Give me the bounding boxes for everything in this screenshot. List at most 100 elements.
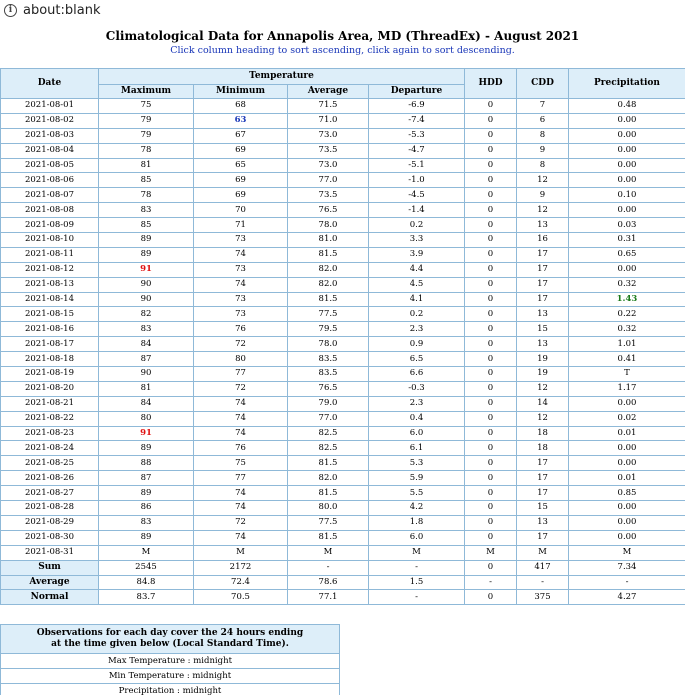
avg-temp-cell: 77.0 — [287, 410, 369, 427]
departure-cell: 6.5 — [368, 351, 465, 368]
summary-body: Sum 2545 2172- -0 417 7.34 Average 84.8 72.4 78.6… — [0, 559, 685, 606]
precip-cell: 0.03 — [568, 217, 685, 234]
date-cell: 2021-08-26 — [0, 470, 99, 487]
min-temp-cell: 63 — [193, 112, 288, 129]
summary-dep-cell: - — [368, 559, 465, 576]
date-cell: 2021-08-11 — [0, 246, 99, 263]
avg-temp-cell: 82.0 — [287, 470, 369, 487]
date-cell: 2021-08-31 — [0, 544, 99, 561]
hdd-cell: 0 — [464, 246, 517, 263]
cdd-cell: 9 — [516, 142, 569, 159]
table-row: 2021-08-30 89 74 81.5 6.0 0 17 0.00 — [0, 529, 685, 546]
summary-cdd-cell: 375 — [516, 589, 569, 606]
precip-cell: 1.01 — [568, 336, 685, 353]
precip-cell: 0.41 — [568, 351, 685, 368]
table-row: 2021-08-21 84 74 79.0 2.3 0 14 0.00 — [0, 395, 685, 412]
max-temp-cell: 82 — [98, 306, 194, 323]
date-cell: 2021-08-03 — [0, 127, 99, 144]
column-header-hdd[interactable]: HDD — [464, 68, 517, 99]
summary-precip-cell: - — [568, 574, 685, 591]
summary-dep-cell: - — [368, 589, 465, 606]
column-header-average[interactable]: Average — [287, 84, 369, 99]
hdd-cell: 0 — [464, 172, 517, 189]
max-temp-cell: 90 — [98, 276, 194, 293]
table-row: 2021-08-24 89 76 82.5 6.1 0 18 0.00 — [0, 440, 685, 457]
min-temp-cell: 74 — [193, 246, 288, 263]
url-text[interactable]: about:blank — [23, 2, 101, 18]
cdd-cell: 18 — [516, 425, 569, 442]
precip-cell: 0.01 — [568, 470, 685, 487]
min-temp-cell: 74 — [193, 410, 288, 427]
departure-cell: -7.4 — [368, 112, 465, 129]
cdd-cell: 8 — [516, 127, 569, 144]
hdd-cell: M — [464, 544, 517, 561]
summary-dep-cell: 1.5 — [368, 574, 465, 591]
sort-instructions: Click column heading to sort ascending, … — [170, 45, 515, 56]
avg-temp-cell: 79.0 — [287, 395, 369, 412]
cdd-cell: 17 — [516, 246, 569, 263]
column-header-maximum[interactable]: Maximum — [98, 84, 194, 99]
max-temp-cell: 78 — [98, 187, 194, 204]
cdd-cell: 13 — [516, 306, 569, 323]
summary-max-cell: 83.7 — [98, 589, 194, 606]
summary-hdd-cell: 0 — [464, 589, 517, 606]
avg-temp-cell: 81.5 — [287, 485, 369, 502]
column-header-minimum[interactable]: Minimum — [193, 84, 288, 99]
table-row: 2021-08-15 82 73 77.5 0.2 0 13 0.22 — [0, 306, 685, 323]
avg-temp-cell: 81.5 — [287, 529, 369, 546]
column-header-date[interactable]: Date — [0, 68, 99, 99]
cdd-cell: 7 — [516, 98, 569, 114]
date-cell: 2021-08-02 — [0, 112, 99, 129]
departure-cell: 0.9 — [368, 336, 465, 353]
precip-cell: T — [568, 366, 685, 382]
summary-cdd-cell: 417 — [516, 559, 569, 576]
cdd-cell: 17 — [516, 276, 569, 293]
observation-max-temp: Max Temperature : midnight — [0, 653, 340, 669]
hdd-cell: 0 — [464, 157, 517, 174]
departure-cell: 0.4 — [368, 410, 465, 427]
avg-temp-cell: 73.0 — [287, 127, 369, 144]
table-row: 2021-08-29 83 72 77.5 1.8 0 13 0.00 — [0, 514, 685, 531]
column-header-departure[interactable]: Departure — [368, 84, 465, 99]
hdd-cell: 0 — [464, 470, 517, 487]
avg-temp-cell: 76.5 — [287, 202, 369, 219]
date-cell: 2021-08-14 — [0, 291, 99, 308]
observation-header-line2: at the time given below (Local Standard … — [51, 639, 289, 649]
cdd-cell: 17 — [516, 470, 569, 487]
column-header-precipitation[interactable]: Precipitation — [568, 68, 685, 99]
departure-cell: 4.5 — [368, 276, 465, 293]
min-temp-cell: 73 — [193, 232, 288, 248]
info-icon[interactable]: i — [4, 3, 17, 17]
table-row: 2021-08-26 87 77 82.0 5.9 0 17 0.01 — [0, 470, 685, 487]
hdd-cell: 0 — [464, 142, 517, 159]
date-cell: 2021-08-12 — [0, 261, 99, 278]
table-row: 2021-08-08 83 70 76.5 -1.4 0 12 0.00 — [0, 202, 685, 219]
precip-cell: 0.00 — [568, 172, 685, 189]
precip-cell: 0.00 — [568, 157, 685, 174]
browser-address-bar[interactable]: i about:blank — [0, 0, 685, 20]
max-temp-cell: 86 — [98, 500, 194, 516]
max-temp-cell: 83 — [98, 321, 194, 338]
date-cell: 2021-08-09 — [0, 217, 99, 234]
precip-cell: 0.02 — [568, 410, 685, 427]
avg-temp-cell: 82.0 — [287, 276, 369, 293]
precip-cell: 0.31 — [568, 232, 685, 248]
summary-row: Normal 83.7 70.5 77.1-0 375 4.27 — [0, 589, 685, 606]
max-temp-cell: 89 — [98, 246, 194, 263]
column-header-cdd[interactable]: CDD — [516, 68, 569, 99]
table-row: 2021-08-09 85 71 78.0 0.2 0 13 0.03 — [0, 217, 685, 234]
avg-temp-cell: 78.0 — [287, 217, 369, 234]
table-row: 2021-08-25 88 75 81.5 5.3 0 17 0.00 — [0, 455, 685, 472]
cdd-cell: 8 — [516, 157, 569, 174]
hdd-cell: 0 — [464, 291, 517, 308]
hdd-cell: 0 — [464, 485, 517, 502]
precip-cell: 0.00 — [568, 455, 685, 472]
hdd-cell: 0 — [464, 514, 517, 531]
cdd-cell: 16 — [516, 232, 569, 248]
min-temp-cell: 73 — [193, 306, 288, 323]
hdd-cell: 0 — [464, 276, 517, 293]
min-temp-cell: 65 — [193, 157, 288, 174]
table-row: 2021-08-28 86 74 80.0 4.2 0 15 0.00 — [0, 500, 685, 516]
departure-cell: -4.7 — [368, 142, 465, 159]
cdd-cell: 15 — [516, 500, 569, 516]
